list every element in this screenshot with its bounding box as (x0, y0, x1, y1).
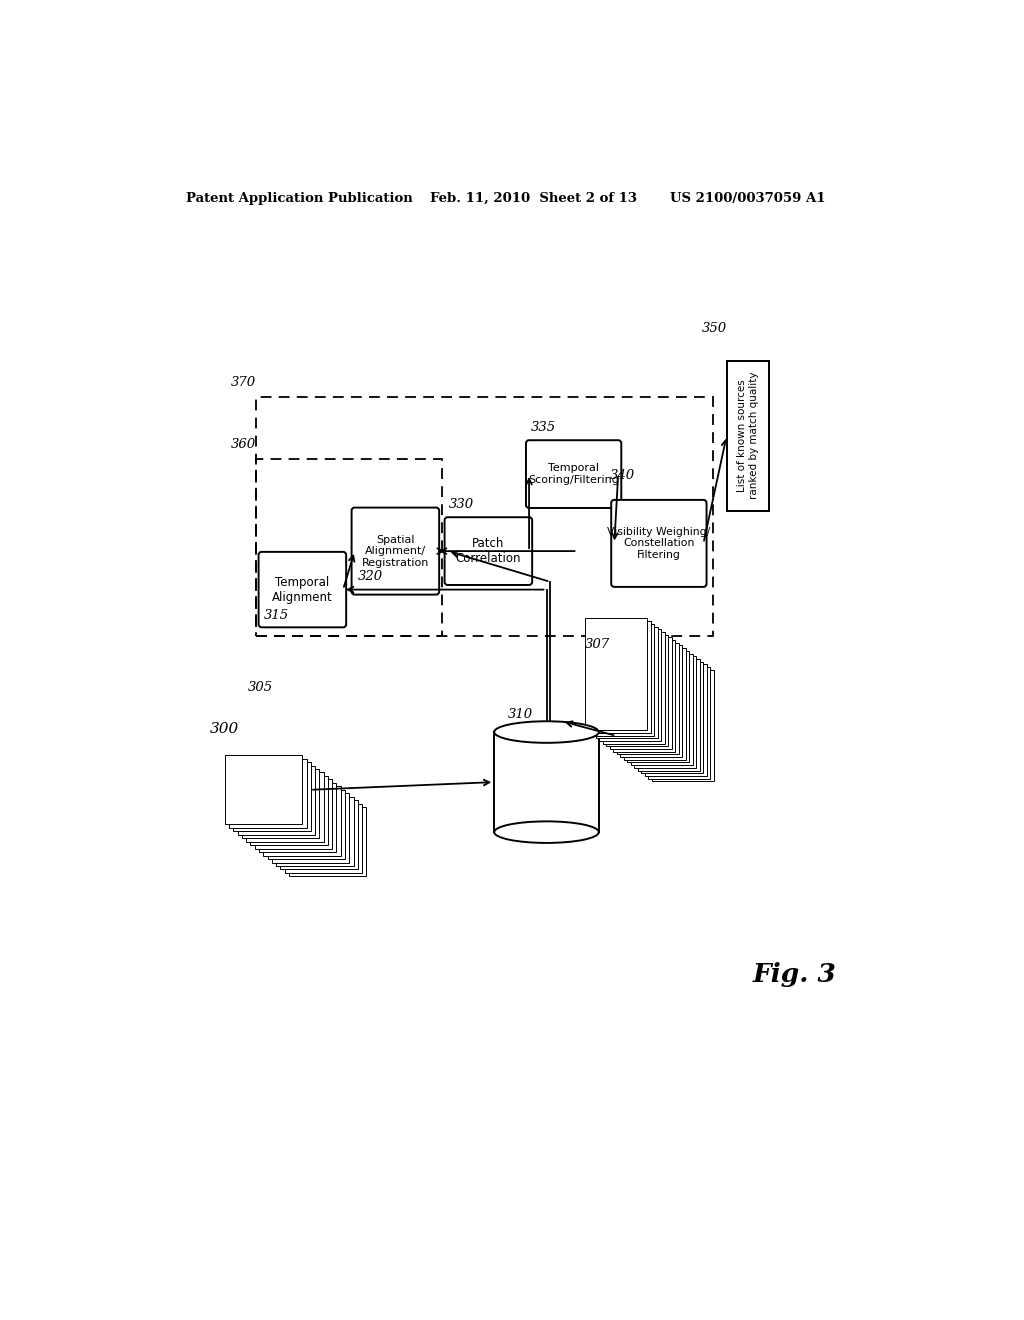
Text: Temporal
Scoring/Filtering: Temporal Scoring/Filtering (528, 463, 620, 484)
Bar (599, 630, 662, 741)
Bar (648, 667, 710, 779)
Bar (256, 459, 442, 636)
Bar (631, 653, 692, 766)
Bar (613, 640, 675, 751)
FancyBboxPatch shape (351, 508, 439, 594)
Bar (259, 783, 337, 853)
Text: 360: 360 (231, 438, 256, 451)
Bar (251, 776, 328, 845)
Bar (276, 797, 353, 866)
Bar (229, 759, 306, 828)
Text: 300: 300 (209, 722, 239, 737)
Bar (271, 793, 349, 862)
Bar (589, 622, 650, 733)
Bar (246, 772, 324, 842)
Text: 340: 340 (610, 469, 635, 482)
Bar (634, 656, 696, 768)
FancyBboxPatch shape (526, 441, 622, 508)
Text: Temporal
Alignment: Temporal Alignment (272, 576, 333, 603)
Bar (592, 624, 654, 735)
Bar (495, 733, 599, 832)
Bar (609, 638, 672, 748)
Text: Spatial
Alignment/
Registration: Spatial Alignment/ Registration (361, 535, 429, 568)
Text: 310: 310 (508, 708, 532, 721)
Bar (255, 779, 332, 849)
Ellipse shape (495, 721, 599, 743)
Bar (242, 770, 319, 838)
Ellipse shape (495, 821, 599, 843)
Text: 307: 307 (586, 638, 610, 651)
Bar (267, 789, 345, 859)
Text: 315: 315 (263, 609, 289, 622)
Bar (616, 643, 679, 755)
Bar (644, 664, 707, 776)
Bar (233, 762, 311, 832)
Text: Visibility Weighing/
Constellation
Filtering: Visibility Weighing/ Constellation Filte… (607, 527, 711, 560)
Bar (596, 627, 657, 738)
Bar (651, 669, 714, 781)
Bar (289, 807, 367, 876)
Bar (225, 755, 302, 825)
Text: 335: 335 (531, 421, 556, 434)
Bar (281, 800, 357, 870)
Text: List of known sources
ranked by match quality: List of known sources ranked by match qu… (737, 372, 759, 499)
FancyBboxPatch shape (444, 517, 532, 585)
Text: Feb. 11, 2010  Sheet 2 of 13: Feb. 11, 2010 Sheet 2 of 13 (430, 191, 637, 205)
FancyBboxPatch shape (611, 500, 707, 587)
Text: 330: 330 (449, 498, 474, 511)
Text: Patent Application Publication: Patent Application Publication (186, 191, 413, 205)
Text: US 2100/0037059 A1: US 2100/0037059 A1 (671, 191, 826, 205)
Bar (606, 635, 669, 746)
Bar (727, 360, 769, 511)
Bar (285, 804, 362, 873)
Text: 350: 350 (701, 322, 727, 335)
FancyBboxPatch shape (259, 552, 346, 627)
Bar (641, 661, 703, 774)
Text: 320: 320 (357, 570, 383, 583)
Bar (624, 648, 686, 760)
Text: 370: 370 (231, 376, 256, 389)
Bar (627, 651, 689, 763)
Bar (603, 632, 665, 743)
Text: Patch
Correlation: Patch Correlation (456, 537, 521, 565)
Bar (256, 397, 713, 636)
Text: Fig. 3: Fig. 3 (753, 962, 837, 987)
Bar (638, 659, 699, 771)
Text: 305: 305 (248, 681, 273, 693)
Bar (238, 766, 315, 834)
Bar (263, 787, 341, 855)
Bar (586, 619, 647, 730)
Bar (621, 645, 682, 758)
